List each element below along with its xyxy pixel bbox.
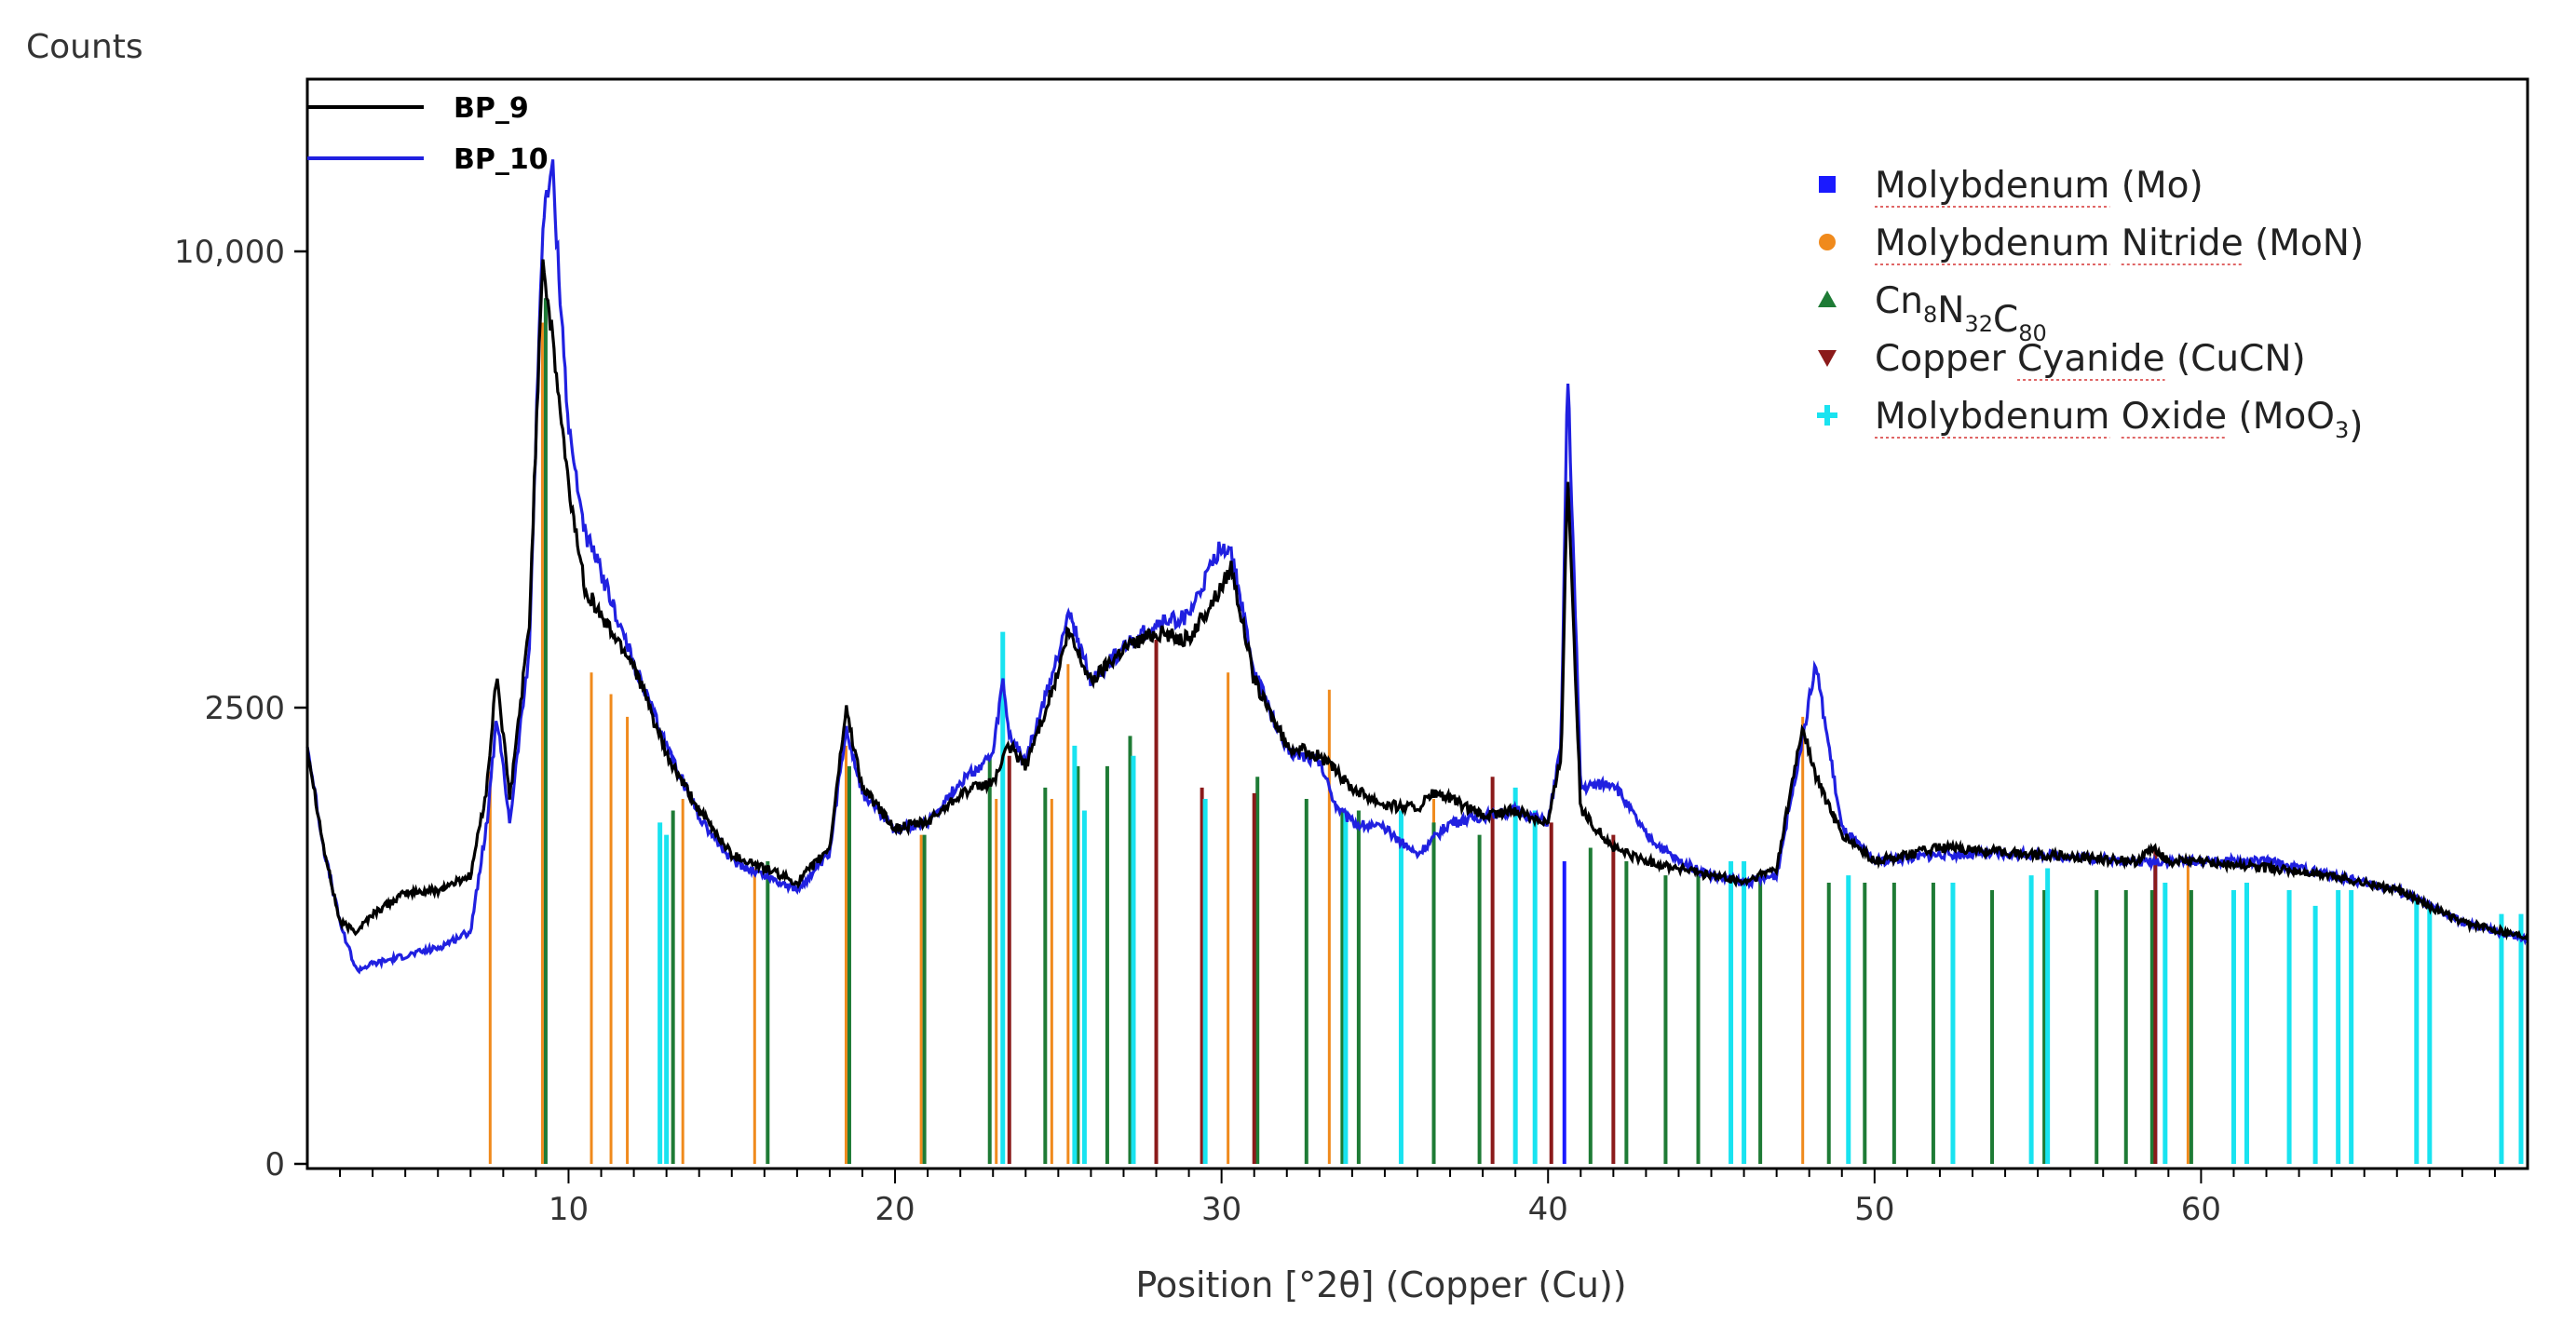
y-axis-title: Counts	[26, 28, 143, 66]
legend-marker-plus	[1817, 405, 1837, 426]
legend-label-bp-9: BP_9	[454, 92, 529, 125]
legend-label-3: Copper Cyanide (CuCN)	[1875, 338, 2306, 380]
axes: 0 2500 10,000 10 20 30 40 50 60	[174, 234, 2496, 1228]
legend-marker-triangle-down	[1818, 350, 1837, 367]
plot-frame	[305, 77, 2529, 1170]
x-tick-label: 50	[1854, 1191, 1894, 1228]
legend-label-4: Molybdenum Oxide (MoO3)	[1875, 396, 2363, 447]
legend-marker-triangle-up	[1818, 291, 1837, 307]
x-tick-label: 60	[2181, 1191, 2221, 1228]
legend-label-bp-10: BP_10	[454, 143, 549, 176]
x-axis-title: Position [°2θ] (Copper (Cu))	[1135, 1264, 1627, 1305]
reference-peaks	[488, 298, 2524, 1164]
y-tick-label: 10,000	[174, 234, 285, 271]
y-tick-label: 0	[264, 1146, 285, 1183]
series-line-bp-9	[305, 259, 2529, 942]
series-legend: BP_9 BP_10	[307, 92, 549, 176]
legend-label-0: Molybdenum (Mo)	[1875, 165, 2203, 207]
x-tick-label: 40	[1528, 1191, 1568, 1228]
legend-label-1: Molybdenum Nitride (MoN)	[1875, 223, 2364, 264]
legend-marker-square	[1819, 176, 1836, 193]
legend-marker-circle	[1819, 234, 1836, 250]
x-tick-label: 10	[549, 1191, 589, 1228]
phase-legend: Molybdenum (Mo) Molybdenum Nitride (MoN) C…	[1817, 165, 2364, 447]
legend-label-2: Cn8N32C80	[1875, 280, 2047, 346]
x-tick-label: 20	[874, 1191, 915, 1228]
series-group	[305, 159, 2529, 975]
x-tick-label: 30	[1201, 1191, 1241, 1228]
y-tick-label: 2500	[204, 690, 285, 727]
